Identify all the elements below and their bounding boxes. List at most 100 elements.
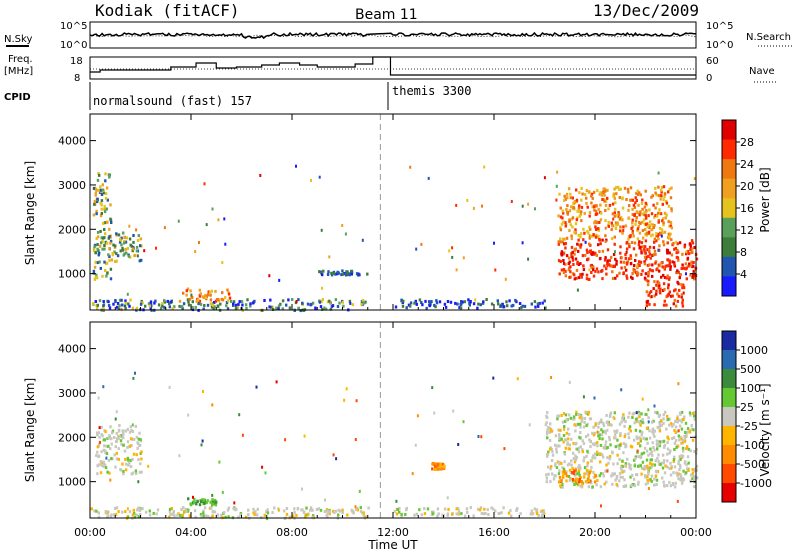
range-gate-cell xyxy=(600,472,603,476)
range-gate-cell xyxy=(560,250,564,254)
range-gate-cell xyxy=(633,458,636,462)
range-gate-cell xyxy=(655,442,659,446)
range-gate-cell xyxy=(101,183,104,187)
range-gate-cell xyxy=(668,423,671,427)
range-gate-cell xyxy=(614,250,616,254)
range-gate-cell xyxy=(641,460,645,464)
range-gate-cell xyxy=(589,459,593,463)
range-gate-cell xyxy=(131,513,135,517)
range-gate-cell xyxy=(633,241,637,245)
range-gate-cell xyxy=(667,437,670,441)
range-gate-cell xyxy=(109,218,113,222)
range-gate-cell xyxy=(472,514,475,518)
nsky-tick-top: 10^5 xyxy=(60,21,87,32)
range-gate-cell xyxy=(563,194,566,198)
range-gate-cell xyxy=(640,452,643,456)
range-gate-cell xyxy=(588,236,591,240)
range-gate-cell xyxy=(614,201,617,205)
range-gate-cell xyxy=(604,189,607,193)
range-gate-cell xyxy=(601,453,604,457)
range-gate-cell xyxy=(582,425,586,429)
range-gate-cell xyxy=(655,214,659,218)
range-gate-cell xyxy=(674,419,678,423)
range-gate-cell xyxy=(691,468,694,472)
range-gate-cell xyxy=(95,212,98,216)
range-gate-cell xyxy=(601,191,604,195)
range-gate-cell xyxy=(686,256,690,260)
range-gate-cell xyxy=(254,510,257,514)
range-gate-cell xyxy=(677,462,680,466)
range-gate-cell xyxy=(695,464,699,468)
range-gate-cell xyxy=(554,462,557,466)
range-gate-cell xyxy=(96,450,99,454)
range-gate-cell xyxy=(277,304,281,308)
range-gate-cell xyxy=(128,430,132,434)
range-gate-cell xyxy=(657,453,660,457)
range-gate-cell xyxy=(147,464,150,468)
range-gate-cell xyxy=(592,265,595,269)
range-gate-cell xyxy=(124,299,127,303)
range-gate-cell xyxy=(319,508,323,512)
range-gate-cell xyxy=(650,465,653,469)
range-gate-cell xyxy=(196,500,199,503)
range-gate-cell xyxy=(667,190,670,194)
range-gate-cell xyxy=(654,474,658,478)
range-gate-cell xyxy=(624,420,627,424)
range-gate-cell xyxy=(101,240,104,244)
range-gate-cell xyxy=(646,481,650,485)
range-gate-cell xyxy=(657,220,660,224)
range-gate-cell xyxy=(150,304,153,308)
range-gate-cell xyxy=(605,463,608,467)
range-gate-cell xyxy=(681,454,685,458)
range-gate-cell xyxy=(673,485,677,489)
range-gate-cell xyxy=(232,507,235,511)
range-gate-cell xyxy=(483,165,486,169)
range-gate-cell xyxy=(662,413,665,417)
range-gate-cell xyxy=(163,226,166,230)
range-gate-cell xyxy=(629,261,633,265)
range-gate-cell xyxy=(621,416,624,420)
range-gate-cell xyxy=(128,224,131,228)
range-gate-cell xyxy=(211,500,214,504)
range-gate-cell xyxy=(187,303,191,307)
range-gate-cell xyxy=(320,300,323,304)
range-gate-cell xyxy=(104,179,107,183)
range-gate-cell xyxy=(291,514,295,518)
range-gate-cell xyxy=(673,247,676,251)
range-gate-cell xyxy=(304,515,307,519)
range-gate-cell xyxy=(649,256,652,260)
range-gate-cell xyxy=(670,253,674,257)
range-gate-cell xyxy=(161,302,164,306)
range-gate-cell xyxy=(590,192,594,196)
range-gate-cell xyxy=(628,204,631,208)
range-gate-cell xyxy=(643,446,647,450)
range-gate-cell xyxy=(463,300,467,304)
range-gate-cell xyxy=(198,503,202,507)
range-gate-cell xyxy=(541,514,545,518)
range-gate-cell xyxy=(610,237,614,241)
range-gate-cell xyxy=(589,227,592,231)
range-gate-cell xyxy=(633,464,636,468)
range-gate-cell xyxy=(199,292,202,296)
freq-unit-label: [MHz] xyxy=(4,66,33,77)
range-gate-cell xyxy=(614,276,617,280)
range-gate-cell xyxy=(613,214,616,218)
range-gate-cell xyxy=(686,430,689,434)
range-gate-cell xyxy=(123,252,126,256)
range-gate-cell xyxy=(468,301,471,305)
range-gate-cell xyxy=(645,458,649,462)
range-gate-cell xyxy=(595,267,599,271)
range-gate-cell xyxy=(668,187,671,191)
range-gate-cell xyxy=(679,465,682,469)
range-gate-cell xyxy=(233,501,236,505)
colorbar-tick-label: -500 xyxy=(740,458,765,471)
range-gate-cell xyxy=(660,440,664,444)
range-gate-cell xyxy=(611,451,614,455)
range-gate-cell xyxy=(590,234,593,238)
range-gate-cell xyxy=(669,449,672,453)
range-gate-cell xyxy=(284,438,287,442)
range-gate-cell xyxy=(178,299,182,303)
range-gate-cell xyxy=(360,302,363,306)
colorbar-swatch xyxy=(722,426,736,446)
range-gate-cell xyxy=(659,291,662,295)
